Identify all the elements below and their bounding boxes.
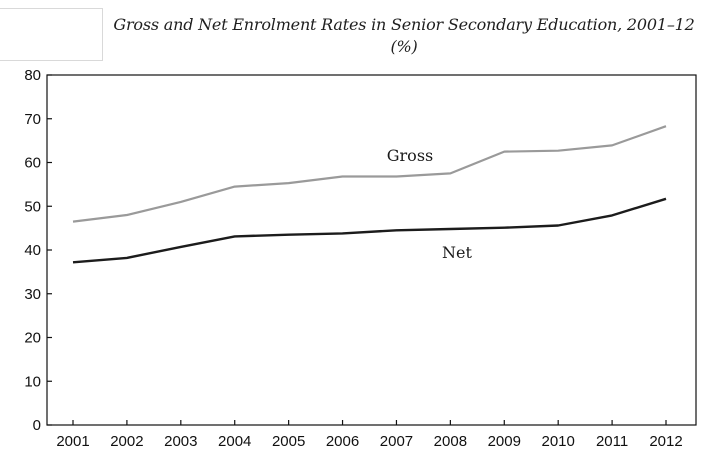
- x-tick-label: 2002: [110, 433, 143, 450]
- x-tick-label: 2012: [649, 433, 682, 450]
- x-tick-label: 2010: [541, 433, 574, 450]
- x-tick-label: 2006: [326, 433, 359, 450]
- series-label-net: Net: [442, 243, 472, 262]
- corner-frame: [0, 8, 103, 61]
- series-line-gross: [72, 125, 667, 223]
- x-tick-label: 2009: [488, 433, 521, 450]
- y-tick-label: 60: [24, 155, 41, 172]
- chart-series: [72, 125, 667, 264]
- chart-axes: [46, 74, 697, 426]
- y-tick-label: 30: [24, 286, 41, 303]
- series-labels: Gross Net: [387, 146, 473, 262]
- y-tick-label: 40: [24, 242, 41, 259]
- plot-frame: [46, 74, 697, 426]
- y-tick-label: 80: [24, 67, 41, 84]
- x-tick-label: 2007: [380, 433, 413, 450]
- y-tick-label: 70: [24, 111, 41, 128]
- x-tick-label: 2005: [272, 433, 305, 450]
- y-tick-label: 50: [24, 198, 41, 215]
- y-tick-label: 20: [24, 330, 41, 347]
- x-tick-label: 2011: [596, 433, 628, 450]
- chart-title-line-1: Gross and Net Enrolment Rates in Senior …: [113, 15, 695, 34]
- x-tick-label: 2004: [218, 433, 251, 450]
- y-axis-ticks: 0 10 20 30 40 50 60 70 80: [24, 67, 52, 434]
- x-tick-label: 2008: [434, 433, 467, 450]
- series-line-net: [72, 197, 667, 264]
- chart-title: Gross and Net Enrolment Rates in Senior …: [105, 14, 703, 58]
- y-tick-label: 10: [24, 373, 41, 390]
- x-tick-label: 2003: [164, 433, 197, 450]
- y-tick-label: 0: [33, 417, 41, 434]
- series-label-gross: Gross: [387, 146, 433, 165]
- chart-title-line-2: (%): [390, 37, 418, 56]
- x-tick-label: 2001: [56, 433, 89, 450]
- x-axis-ticks: 2001 2002 2003 2004 2005 2006 2007 2008 2009 2010…: [56, 420, 683, 450]
